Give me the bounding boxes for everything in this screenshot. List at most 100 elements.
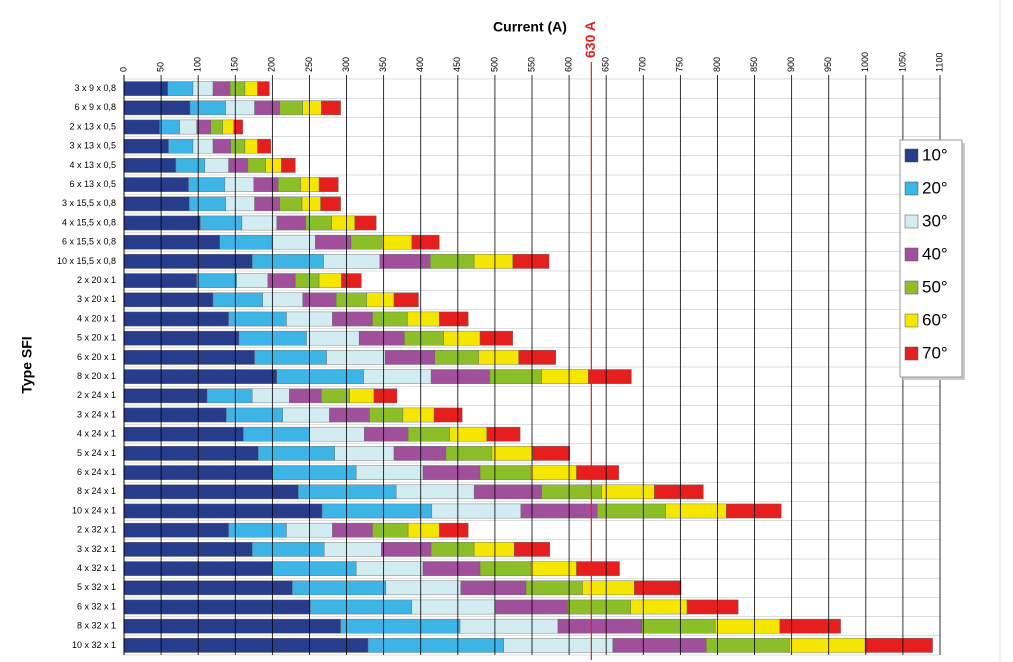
bar-segment: [318, 273, 342, 288]
bar-segment: [168, 138, 194, 154]
bar-segment: [350, 234, 383, 250]
bar-segment: [302, 100, 322, 116]
bar-segment: [634, 580, 682, 596]
legend-label: 20°: [922, 178, 948, 197]
bar-segment: [123, 330, 240, 346]
x-tick-label: 0: [118, 67, 128, 72]
bar-segment: [123, 522, 229, 538]
bar-segment: [123, 503, 323, 519]
bar-segment: [123, 618, 341, 634]
y-tick-label: 4 x 15,5 x 0,8: [62, 217, 116, 227]
bar-segment: [525, 580, 583, 596]
bar-segment: [123, 100, 191, 116]
bar-segment: [541, 369, 589, 384]
bar-segment: [244, 81, 258, 96]
y-tick-label: 3 x 9 x 0,8: [74, 83, 116, 93]
y-tick-label: 10 x 32 x 1: [72, 640, 116, 650]
bar-segment: [449, 426, 487, 442]
bar-segment: [321, 503, 433, 519]
bar-segment: [324, 542, 382, 557]
bar-segment: [367, 638, 505, 653]
bar-segment: [407, 426, 450, 442]
bar-segment: [196, 119, 211, 135]
x-tick-label: 550: [526, 57, 536, 72]
bar-segment: [279, 196, 303, 212]
y-tick-label: 10 x 15,5 x 0,8: [57, 256, 116, 266]
bar-segment: [179, 119, 197, 135]
bar-segment: [789, 638, 866, 653]
x-tick-label: 200: [267, 57, 277, 72]
bar-segment: [864, 638, 933, 653]
x-tick-label: 300: [341, 57, 351, 72]
bar-segment: [225, 100, 255, 116]
bar-segment: [271, 234, 316, 250]
bar-segment: [430, 369, 490, 384]
legend-label: 40°: [922, 244, 948, 263]
legend-label: 30°: [922, 211, 948, 230]
bar-segment: [321, 388, 350, 404]
bar-segment: [597, 503, 666, 519]
bar-segment: [123, 254, 253, 269]
x-tick-label: 150: [230, 57, 240, 72]
bar-segment: [123, 158, 177, 173]
bar-segment: [331, 215, 355, 231]
bar-segment: [123, 311, 229, 327]
bar-segment: [252, 542, 325, 557]
bar-segment: [298, 484, 397, 500]
x-tick-label: 700: [638, 57, 648, 72]
bar-segment: [123, 599, 311, 615]
y-tick-label: 3 x 24 x 1: [77, 409, 116, 419]
bar-segment: [278, 177, 301, 192]
bar-segment: [123, 638, 369, 653]
bar-segment: [354, 215, 377, 231]
x-tick-label: 900: [786, 57, 796, 72]
bar-segment: [254, 196, 280, 212]
bar-segment: [430, 542, 475, 557]
bar-segment: [355, 561, 424, 576]
bar-segment: [281, 158, 296, 173]
bar-segment: [541, 484, 602, 500]
y-tick-label: 6 x 13 x 0,5: [69, 179, 116, 189]
bar-segment: [123, 215, 201, 231]
bar-segment: [123, 426, 244, 442]
bar-segment: [123, 580, 293, 596]
bar-segment: [189, 196, 226, 212]
bar-segment: [265, 158, 282, 173]
bar-segment: [257, 138, 272, 154]
bar-segment: [369, 407, 404, 423]
bar-segment: [341, 273, 362, 288]
bar-segment: [503, 638, 614, 653]
legend-swatch: [904, 181, 919, 196]
bar-segment: [123, 119, 160, 135]
bar-segment: [332, 311, 373, 327]
bar-segment: [254, 100, 280, 116]
bar-segment: [486, 426, 521, 442]
bar-segment: [478, 350, 519, 365]
x-axis-label: Current (A): [493, 19, 567, 35]
bar-segment: [320, 196, 341, 212]
bar-segment: [204, 158, 229, 173]
x-tick-label: 400: [415, 57, 425, 72]
bar-segment: [379, 254, 431, 269]
bar-segment: [349, 388, 375, 404]
bar-segment: [686, 599, 739, 615]
bar-segment: [123, 542, 253, 557]
bar-segment: [123, 234, 220, 250]
bar-segment: [323, 254, 381, 269]
legend-swatch: [904, 346, 919, 361]
bar-segment: [123, 369, 278, 384]
y-tick-label: 6 x 24 x 1: [77, 467, 116, 477]
bar-segment: [123, 138, 169, 154]
bar-segment: [123, 177, 189, 192]
bar-segment: [236, 273, 269, 288]
x-tick-label: 500: [489, 57, 499, 72]
legend-label: 70°: [922, 343, 948, 362]
bar-segment: [479, 330, 513, 346]
bar-segment: [479, 465, 531, 480]
bar-segment: [334, 446, 395, 461]
bar-segment: [422, 465, 481, 480]
bar-segment: [393, 446, 447, 461]
bar-segment: [358, 330, 405, 346]
legend-label: 60°: [922, 310, 948, 329]
bar-segment: [289, 388, 322, 404]
